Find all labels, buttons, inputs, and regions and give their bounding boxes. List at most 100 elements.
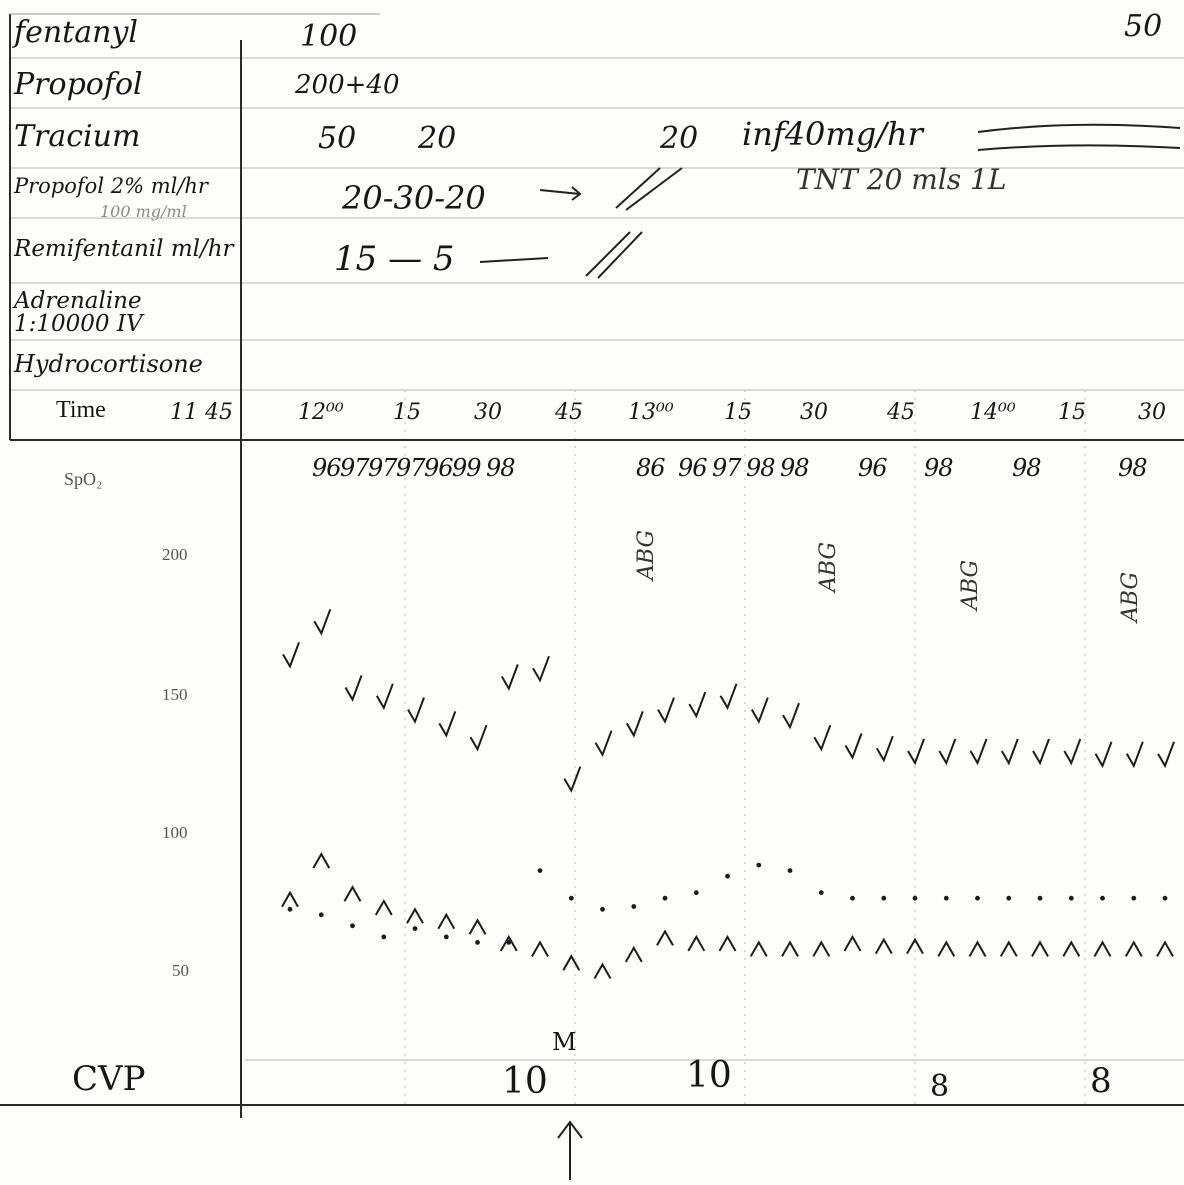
- systolic-bp-mark: [844, 733, 863, 760]
- pulse-dot-mark: [1006, 895, 1012, 901]
- tracium-dose-2: 20: [418, 121, 457, 156]
- drug-label-adrenaline: Adrenaline 1:10000 IV: [14, 288, 143, 337]
- spo2-reading: 97: [340, 454, 370, 482]
- spo2-reading: 96: [424, 454, 454, 482]
- diastolic-bp-mark: [656, 929, 674, 946]
- pulse-dot-mark: [475, 940, 480, 945]
- spo2-reading: 97: [368, 454, 398, 482]
- time-tick: 30: [1138, 400, 1166, 425]
- pulse-dot-mark: [1068, 895, 1074, 901]
- systolic-bp-mark: [813, 724, 832, 752]
- systolic-bp-mark: [969, 738, 988, 766]
- drug-label-tracium: Tracium: [14, 119, 141, 154]
- time-tick: 13⁰⁰: [628, 400, 674, 425]
- pulse-dot-mark: [912, 895, 918, 901]
- diastolic-bp-mark: [906, 937, 924, 955]
- systolic-bp-mark: [313, 608, 332, 636]
- drug-label-propofol: Propofol: [14, 67, 143, 102]
- y-axis-label: 50: [172, 961, 189, 980]
- spo2-reading: 98: [1118, 454, 1148, 482]
- systolic-bp-mark: [282, 642, 300, 669]
- pulse-dot-mark: [1100, 895, 1105, 901]
- diastolic-bp-mark: [499, 934, 518, 952]
- systolic-bp-mark: [750, 697, 769, 724]
- diastolic-bp-mark: [687, 934, 706, 952]
- pulse-dot-mark: [787, 868, 793, 873]
- systolic-bp-mark: [407, 697, 425, 724]
- pulse-dot-mark: [350, 923, 355, 929]
- drug-label-remifentanil: Remifentanil ml/hr: [14, 236, 234, 262]
- diastolic-bp-mark: [1124, 940, 1143, 957]
- spo2-reading: 86: [636, 454, 666, 482]
- fentanyl-dose-2: 50: [1124, 9, 1163, 44]
- propofol-dose: 200+40: [295, 70, 400, 100]
- vital-signs-chart: [281, 608, 1175, 979]
- spo2-reading: 99: [452, 454, 482, 482]
- systolic-bp-mark: [688, 691, 707, 719]
- systolic-bp-mark: [594, 730, 613, 758]
- systolic-bp-mark: [782, 702, 800, 730]
- time-row-label: Time: [56, 397, 106, 423]
- event-marker: M: [552, 1028, 577, 1056]
- diastolic-bp-mark: [624, 945, 643, 963]
- diastolic-bp-mark: [937, 940, 956, 957]
- pulse-dot-mark: [943, 895, 949, 901]
- time-tick: 14⁰⁰: [970, 400, 1016, 425]
- abg-mark: ABG: [816, 541, 841, 592]
- pulse-dot-mark: [506, 940, 512, 945]
- pulse-dot-mark: [1131, 895, 1137, 901]
- diastolic-bp-mark: [1156, 940, 1174, 957]
- diastolic-bp-mark: [781, 940, 799, 957]
- spo2-reading: 98: [1012, 454, 1042, 482]
- systolic-bp-mark: [469, 724, 488, 752]
- time-tick: 30: [800, 400, 828, 425]
- pulse-dot-mark: [1037, 895, 1043, 901]
- systolic-bp-mark: [438, 711, 457, 738]
- diastolic-bp-mark: [812, 940, 831, 957]
- time-tick: 15: [724, 400, 752, 425]
- spo2-reading: 96: [312, 454, 342, 482]
- systolic-bp-mark: [719, 683, 738, 711]
- pulse-dot-mark: [662, 895, 668, 901]
- spo2-reading: 96: [678, 454, 708, 482]
- propofol-2-concentration: 100 mg/ml: [100, 202, 187, 221]
- systolic-bp-mark: [375, 683, 394, 711]
- systolic-bp-mark: [1157, 741, 1175, 769]
- drug-label-propofol-2: Propofol 2% ml/hr: [14, 174, 208, 198]
- pulse-dot-mark: [537, 868, 543, 873]
- systolic-bp-mark: [1000, 738, 1019, 766]
- abg-mark: ABG: [1118, 571, 1143, 622]
- spo2-reading: 97: [396, 454, 426, 482]
- diastolic-bp-mark: [874, 937, 893, 955]
- abg-mark: ABG: [634, 529, 659, 580]
- cvp-value: 8: [930, 1069, 950, 1104]
- time-tick: 45: [555, 400, 583, 425]
- time-tick: 15: [393, 400, 421, 425]
- propofol-2-rate: 20-30-20: [342, 179, 486, 217]
- pulse-dot-mark: [412, 926, 418, 931]
- pulse-dot-mark: [318, 912, 324, 918]
- systolic-bp-mark: [907, 738, 925, 766]
- tracium-dose-3: 20: [660, 121, 699, 156]
- systolic-bp-mark: [1094, 741, 1113, 769]
- time-tick: 15: [1058, 400, 1086, 425]
- diastolic-bp-mark: [531, 940, 549, 957]
- systolic-bp-mark: [1125, 741, 1144, 769]
- y-axis-label: 100: [162, 823, 188, 842]
- pulse-dot-mark: [725, 873, 730, 879]
- pulse-dot-mark: [693, 890, 699, 896]
- abg-mark: ABG: [958, 559, 983, 610]
- cvp-value: 8: [1090, 1061, 1112, 1101]
- time-tick: 11 45: [170, 400, 233, 425]
- time-tick: 30: [474, 400, 502, 425]
- remifentanil-rate: 15 — 5: [334, 239, 455, 279]
- diastolic-bp-mark: [374, 898, 393, 916]
- y-axis-label: 200: [162, 545, 188, 564]
- tracium-infusion: inf40mg/hr: [742, 115, 923, 153]
- diastolic-bp-mark: [562, 954, 581, 971]
- fentanyl-dose-1: 100: [300, 19, 358, 54]
- diastolic-bp-mark: [593, 962, 612, 979]
- systolic-bp-mark: [657, 697, 675, 724]
- time-tick: 45: [887, 400, 915, 425]
- systolic-bp-mark: [500, 664, 519, 691]
